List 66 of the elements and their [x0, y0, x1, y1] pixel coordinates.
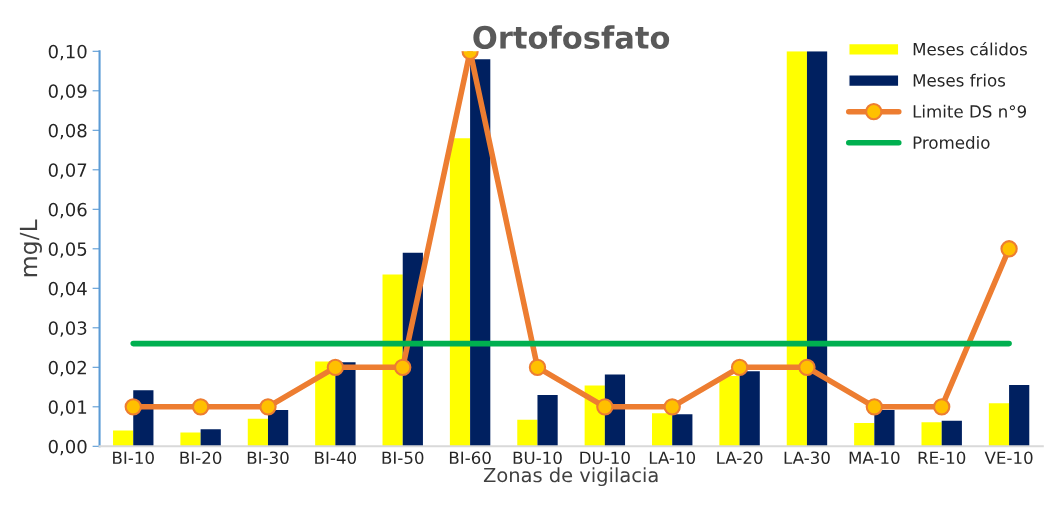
bar [449, 138, 471, 447]
bar [267, 409, 289, 447]
bar [719, 376, 740, 447]
bar [941, 420, 962, 447]
bar [180, 432, 201, 447]
y-tick-label: 0,10 [48, 44, 87, 61]
point [730, 358, 749, 376]
bar [382, 274, 403, 447]
legend-label: Meses cálidos [913, 41, 1027, 56]
point [326, 358, 345, 376]
point [394, 358, 412, 376]
point [259, 398, 277, 416]
x-tick-label: BI-40 [315, 451, 357, 465]
y-tick-label: 0,02 [48, 360, 86, 377]
x-tick-label: BI-30 [247, 451, 289, 465]
bar [854, 423, 875, 447]
bar [874, 409, 895, 447]
y-tick-label: 0,07 [48, 163, 87, 179]
x-tick-label: LA-30 [784, 451, 830, 465]
bar [786, 51, 807, 447]
point [798, 358, 816, 376]
bar [988, 403, 1010, 447]
y-tick-label: 0,00 [48, 439, 87, 456]
y-tick-label: 0,09 [48, 84, 87, 100]
x-tick-label: RE-10 [918, 451, 966, 465]
bar [672, 414, 693, 447]
x-tick-label: BI-50 [382, 451, 424, 465]
y-tick-label: 0,04 [48, 281, 87, 298]
x-tick-label: LA-20 [717, 451, 763, 465]
legend-label: Limite DS n°9 [913, 104, 1027, 118]
x-tick-label: BI-20 [180, 451, 222, 465]
point [663, 398, 681, 416]
bar [537, 394, 558, 447]
bar [739, 371, 760, 447]
bar [806, 51, 828, 447]
y-tick-label: 0,08 [48, 123, 87, 140]
point [865, 398, 884, 416]
bar [921, 422, 942, 447]
point [528, 358, 547, 376]
point [1000, 240, 1018, 258]
x-tick-label: LA-10 [649, 451, 696, 465]
point [191, 398, 210, 416]
bar [200, 429, 221, 447]
legend-label: Promedio [913, 135, 990, 149]
y-tick-label: 0,01 [48, 400, 87, 416]
y-tick-label: 0,03 [48, 321, 87, 337]
x-tick-label: BU-10 [513, 451, 562, 465]
x-tick-label: DU-10 [580, 451, 630, 465]
y-axis-title: mg/L [19, 219, 42, 277]
legend-label: Meses frios [913, 73, 1006, 87]
x-tick-label: VE-10 [984, 451, 1033, 465]
x-tick-label: MA-10 [849, 451, 900, 465]
point [596, 398, 614, 416]
bar [517, 419, 538, 447]
y-tick-label: 0,05 [48, 242, 87, 258]
x-tick-label: BI-10 [113, 451, 154, 465]
bar [1009, 385, 1030, 447]
bar [470, 59, 491, 447]
chart-title: Ortofosfato [473, 25, 670, 49]
point [933, 398, 951, 416]
bar [652, 413, 673, 447]
x-axis-title: Zonas de vigilacia [483, 467, 658, 487]
point [124, 398, 142, 416]
y-tick-label: 0,06 [48, 202, 87, 219]
bar [247, 418, 268, 447]
x-tick-label: BI-60 [449, 451, 491, 465]
